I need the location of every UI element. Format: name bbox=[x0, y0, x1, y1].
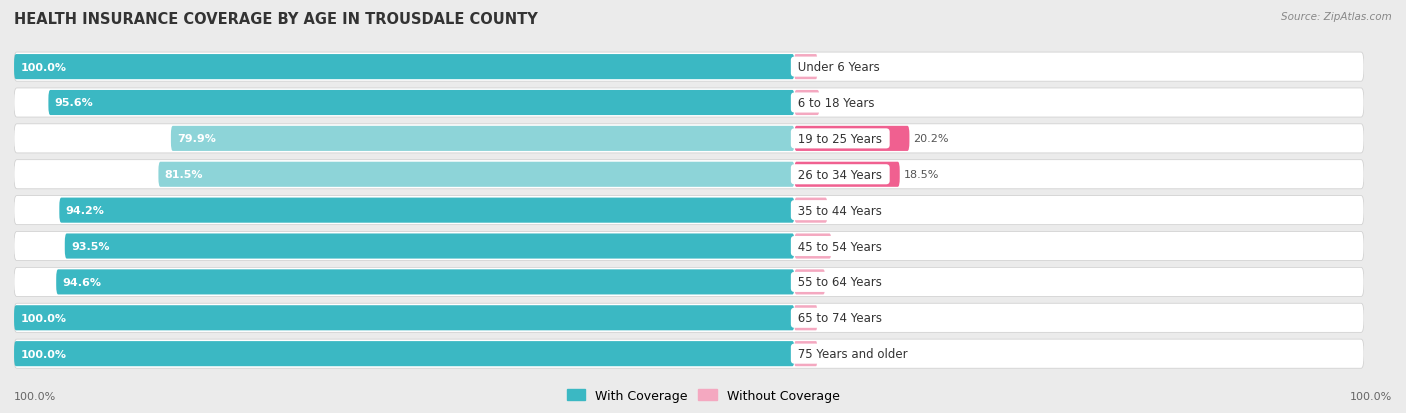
FancyBboxPatch shape bbox=[794, 55, 817, 80]
FancyBboxPatch shape bbox=[794, 126, 910, 152]
Text: 18.5%: 18.5% bbox=[904, 170, 939, 180]
FancyBboxPatch shape bbox=[59, 198, 794, 223]
Text: 0.0%: 0.0% bbox=[828, 62, 856, 72]
Text: 100.0%: 100.0% bbox=[1350, 392, 1392, 401]
Text: 35 to 44 Years: 35 to 44 Years bbox=[794, 204, 886, 217]
FancyBboxPatch shape bbox=[14, 196, 1364, 225]
FancyBboxPatch shape bbox=[794, 270, 825, 295]
Text: 100.0%: 100.0% bbox=[14, 392, 56, 401]
Text: Source: ZipAtlas.com: Source: ZipAtlas.com bbox=[1281, 12, 1392, 22]
Text: 5.8%: 5.8% bbox=[831, 206, 859, 216]
Text: 55 to 64 Years: 55 to 64 Years bbox=[794, 276, 886, 289]
Text: HEALTH INSURANCE COVERAGE BY AGE IN TROUSDALE COUNTY: HEALTH INSURANCE COVERAGE BY AGE IN TROU… bbox=[14, 12, 538, 27]
FancyBboxPatch shape bbox=[48, 91, 794, 116]
FancyBboxPatch shape bbox=[14, 125, 1364, 154]
FancyBboxPatch shape bbox=[794, 91, 820, 116]
Text: 93.5%: 93.5% bbox=[72, 242, 110, 252]
Text: Under 6 Years: Under 6 Years bbox=[794, 61, 884, 74]
Text: 75 Years and older: 75 Years and older bbox=[794, 347, 911, 360]
Text: 100.0%: 100.0% bbox=[20, 313, 66, 323]
Text: 0.0%: 0.0% bbox=[828, 313, 856, 323]
FancyBboxPatch shape bbox=[14, 304, 1364, 332]
Text: 19 to 25 Years: 19 to 25 Years bbox=[794, 133, 886, 145]
FancyBboxPatch shape bbox=[14, 89, 1364, 118]
Text: 95.6%: 95.6% bbox=[55, 98, 93, 108]
FancyBboxPatch shape bbox=[794, 341, 817, 366]
FancyBboxPatch shape bbox=[14, 160, 1364, 189]
FancyBboxPatch shape bbox=[14, 232, 1364, 261]
Text: 81.5%: 81.5% bbox=[165, 170, 202, 180]
FancyBboxPatch shape bbox=[172, 126, 794, 152]
Text: 6 to 18 Years: 6 to 18 Years bbox=[794, 97, 879, 110]
Text: 100.0%: 100.0% bbox=[20, 349, 66, 359]
FancyBboxPatch shape bbox=[65, 234, 794, 259]
Text: 5.4%: 5.4% bbox=[830, 277, 858, 287]
Text: 94.6%: 94.6% bbox=[62, 277, 101, 287]
Text: 4.4%: 4.4% bbox=[828, 98, 858, 108]
FancyBboxPatch shape bbox=[14, 53, 1364, 82]
FancyBboxPatch shape bbox=[14, 341, 794, 366]
FancyBboxPatch shape bbox=[794, 234, 831, 259]
FancyBboxPatch shape bbox=[14, 268, 1364, 297]
Text: 79.9%: 79.9% bbox=[177, 134, 217, 144]
Text: 6.5%: 6.5% bbox=[835, 242, 863, 252]
FancyBboxPatch shape bbox=[14, 306, 794, 330]
Legend: With Coverage, Without Coverage: With Coverage, Without Coverage bbox=[561, 384, 845, 407]
Text: 65 to 74 Years: 65 to 74 Years bbox=[794, 311, 886, 325]
FancyBboxPatch shape bbox=[794, 306, 817, 330]
Text: 20.2%: 20.2% bbox=[914, 134, 949, 144]
FancyBboxPatch shape bbox=[14, 339, 1364, 368]
FancyBboxPatch shape bbox=[794, 198, 827, 223]
Text: 94.2%: 94.2% bbox=[66, 206, 104, 216]
Text: 0.0%: 0.0% bbox=[828, 349, 856, 359]
FancyBboxPatch shape bbox=[159, 162, 794, 188]
Text: 100.0%: 100.0% bbox=[20, 62, 66, 72]
Text: 45 to 54 Years: 45 to 54 Years bbox=[794, 240, 886, 253]
FancyBboxPatch shape bbox=[56, 270, 794, 295]
FancyBboxPatch shape bbox=[794, 162, 900, 188]
Text: 26 to 34 Years: 26 to 34 Years bbox=[794, 169, 886, 181]
FancyBboxPatch shape bbox=[14, 55, 794, 80]
